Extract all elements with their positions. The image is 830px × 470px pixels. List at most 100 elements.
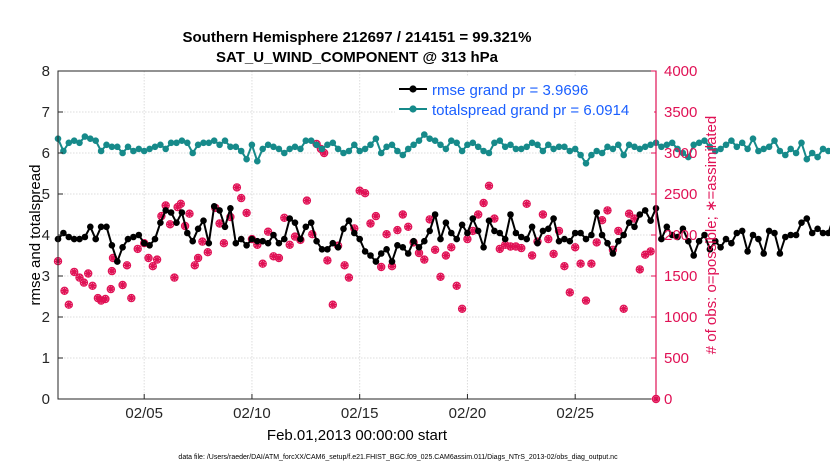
obs-assimilated-point <box>550 250 557 258</box>
rmse-point <box>356 235 364 243</box>
obs-possible-point <box>69 267 79 277</box>
rmse-point <box>803 215 811 222</box>
rmse-point <box>485 217 493 224</box>
totalspread-point <box>534 141 541 149</box>
rmse-point <box>184 229 191 237</box>
obs-assimilated-point <box>166 221 174 228</box>
rmse-point <box>448 229 455 237</box>
rmse-point <box>528 223 536 231</box>
y-left-tick-label: 2 <box>42 309 50 326</box>
rmse-point <box>706 246 714 253</box>
totalspread-point <box>744 145 751 153</box>
totalspread-point <box>631 143 638 151</box>
obs-assimilated-point <box>598 217 606 224</box>
y-right-tick-label: 1500 <box>664 268 697 285</box>
rmse-point <box>658 235 665 243</box>
totalspread-point <box>157 141 164 149</box>
y-axis-right-label: # of obs: o=possible; ∗=assimilated <box>703 116 720 355</box>
obs-assimilated-point <box>61 287 68 294</box>
totalspread-point <box>545 141 552 149</box>
obs-possible-point <box>484 181 494 190</box>
obs-assimilated-point <box>186 210 193 217</box>
obs-assimilated-point <box>145 254 152 262</box>
obs-possible-point <box>436 272 445 281</box>
obs-assimilated-point <box>243 209 250 217</box>
obs-possible-point <box>474 210 483 219</box>
rmse-point <box>631 223 638 231</box>
rmse-point <box>253 237 261 245</box>
totalspread-point <box>367 141 374 149</box>
rmse-point <box>744 248 751 255</box>
totalspread-point <box>119 149 126 157</box>
data-file-footer: data file: /Users/raeder/DAI/ATM_forcXX/… <box>178 454 618 461</box>
totalspread-point <box>189 149 196 157</box>
totalspread-point <box>620 151 627 159</box>
obs-possible-point <box>127 293 136 303</box>
rmse-point <box>701 231 708 239</box>
totalspread-point <box>582 160 590 167</box>
obs-possible-point <box>452 281 461 290</box>
obs-possible-point <box>144 253 153 263</box>
obs-possible-point <box>190 261 199 270</box>
rmse-point <box>415 244 423 251</box>
obs-assimilated-point <box>259 260 266 267</box>
obs-possible-point <box>377 262 386 272</box>
rmse-point <box>550 215 557 222</box>
obs-assimilated-point <box>270 253 277 260</box>
rmse-point <box>641 207 649 214</box>
totalspread-point <box>448 137 455 144</box>
rmse-point <box>679 225 687 233</box>
obs-possible-point <box>258 259 267 268</box>
obs-possible-point <box>148 262 157 271</box>
obs-assimilated-point <box>512 243 520 250</box>
obs-assimilated-point <box>421 256 428 263</box>
totalspread-point <box>641 143 649 151</box>
obs-assimilated-point <box>475 211 482 218</box>
legend: rmse grand pr = 3.9696 totalspread grand… <box>395 76 654 120</box>
obs-assimilated-point <box>361 190 369 197</box>
totalspread-point <box>302 137 310 144</box>
rmse-point <box>539 227 547 235</box>
obs-assimilated-point <box>539 211 547 218</box>
obs-assimilated-point <box>109 254 117 262</box>
rmse-point <box>604 239 611 247</box>
totalspread-point <box>803 155 811 163</box>
rmse-point <box>410 237 417 245</box>
obs-assimilated-point <box>281 214 288 221</box>
totalspread-point <box>394 147 401 155</box>
obs-possible-point <box>79 278 89 287</box>
rmse-point <box>690 252 697 259</box>
obs-assimilated-point <box>518 244 525 252</box>
totalspread-point <box>259 145 267 153</box>
obs-possible-point <box>398 210 407 219</box>
rmse-point <box>469 215 477 222</box>
obs-assimilated-point <box>320 149 328 157</box>
rmse-point <box>480 244 487 251</box>
y-left-tick-label: 5 <box>42 186 50 203</box>
rmse-point <box>103 223 110 231</box>
totalspread-point <box>356 147 364 155</box>
obs-assimilated-point <box>588 260 595 267</box>
totalspread-point <box>140 147 148 155</box>
legend-spread-marker <box>409 105 417 113</box>
y-axis-left-label: rmse and totalspread <box>27 165 44 306</box>
obs-assimilated-point <box>76 274 83 281</box>
obs-assimilated-point <box>199 238 206 245</box>
totalspread-point <box>825 147 830 155</box>
x-tick-label: 02/20 <box>449 405 487 422</box>
obs-assimilated-point <box>604 207 611 214</box>
rmse-point <box>825 229 830 237</box>
obs-assimilated-point <box>174 203 181 211</box>
rmse-point <box>685 237 692 245</box>
x-tick-label: 02/25 <box>556 405 594 422</box>
obs-possible-point <box>527 251 537 260</box>
obs-assimilated-point <box>254 241 261 248</box>
totalspread-point <box>792 149 800 157</box>
obs-possible-point <box>576 259 585 268</box>
totalspread-point <box>361 145 369 153</box>
obs-assimilated-point <box>303 197 311 204</box>
rmse-point <box>227 205 234 212</box>
legend-box <box>395 76 654 120</box>
obs-possible-point <box>479 198 488 208</box>
rmse-point <box>243 242 250 249</box>
